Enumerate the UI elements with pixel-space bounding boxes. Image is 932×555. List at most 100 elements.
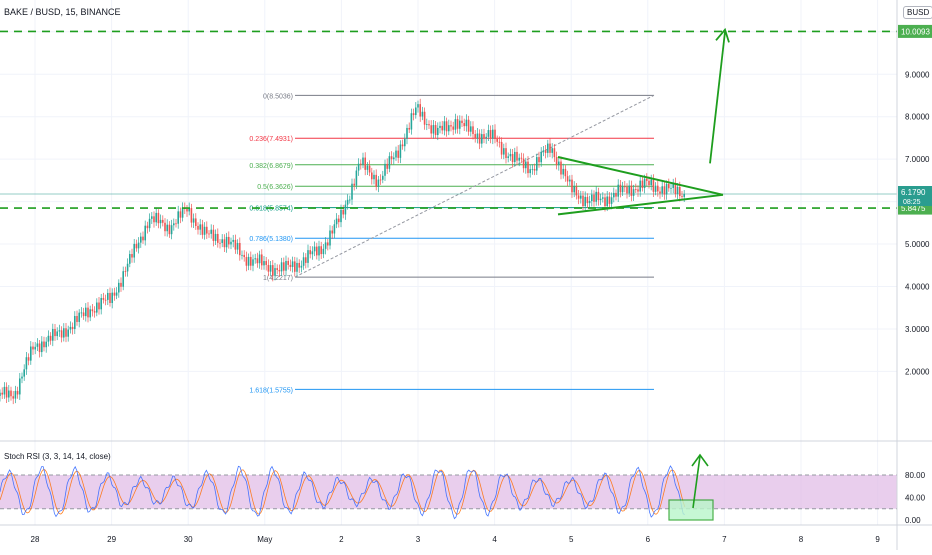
- candle-body: [487, 130, 490, 137]
- candle-body: [617, 184, 619, 197]
- candle-body: [58, 330, 61, 332]
- time-tick-label: 9: [875, 535, 880, 544]
- candle-body: [443, 121, 446, 131]
- candle-body: [562, 168, 564, 175]
- candle-body: [597, 191, 600, 201]
- candle-body: [186, 209, 188, 212]
- rsi-arrow: [692, 455, 701, 509]
- candle-body: [463, 123, 465, 127]
- candle-body: [256, 258, 259, 264]
- candle-body: [21, 376, 23, 379]
- candle-body: [170, 225, 173, 235]
- candle-body: [437, 127, 439, 136]
- candle-body: [483, 134, 485, 139]
- candle-body: [406, 127, 408, 139]
- candle-body: [338, 218, 340, 223]
- candle-body: [582, 195, 584, 207]
- candle-body: [197, 225, 199, 230]
- candle-body: [87, 307, 89, 318]
- candle-body: [456, 119, 459, 129]
- candle-body: [527, 161, 529, 174]
- candle-body: [628, 185, 630, 194]
- level-tags: 10.0093 5.8475 6.1790 08:25: [898, 24, 932, 215]
- candle-body: [342, 209, 344, 215]
- level-tag-label: 5.8475: [901, 204, 926, 213]
- candle-body: [362, 157, 364, 165]
- candle-body: [305, 257, 307, 263]
- candle-body: [278, 269, 281, 272]
- candle-body: [298, 262, 300, 268]
- candle-body: [118, 282, 120, 293]
- candle-body: [115, 292, 118, 296]
- candle-body: [30, 346, 32, 361]
- candle-body: [199, 224, 201, 230]
- candle-body: [368, 165, 371, 173]
- candle-body: [632, 189, 635, 196]
- candle-body: [25, 357, 28, 370]
- candle-body: [615, 192, 617, 197]
- candle-body: [331, 230, 333, 234]
- candle-body: [258, 254, 261, 264]
- candle-body: [540, 151, 542, 163]
- candle-body: [129, 254, 131, 264]
- fib-level-label: 0.236(7.4931): [249, 136, 293, 143]
- candle-body: [181, 207, 184, 218]
- candle-body: [274, 268, 276, 276]
- rsi-tick-label: 80.00: [905, 471, 926, 480]
- candle-body: [555, 157, 558, 166]
- candle-body: [157, 212, 160, 224]
- candle-body: [208, 233, 210, 235]
- time-tick-label: 28: [31, 535, 40, 544]
- candle-body: [131, 254, 133, 258]
- candle-body: [560, 161, 562, 175]
- candle-body: [626, 186, 628, 194]
- rsi-tick-label: 0.00: [905, 516, 921, 525]
- candle-body: [1, 392, 3, 395]
- candle-body: [621, 186, 624, 193]
- candle-body: [3, 386, 6, 395]
- candle-body: [228, 236, 230, 245]
- fib-level-label: 0.786(5.1380): [249, 236, 293, 243]
- candle-body: [630, 185, 633, 196]
- candle-body: [371, 172, 373, 180]
- candle-body: [85, 307, 87, 317]
- candle-body: [45, 341, 47, 348]
- fib-level-label: 0(8.5036): [263, 93, 293, 100]
- candle-body: [375, 174, 377, 187]
- candle-body: [505, 148, 507, 158]
- candle-body: [96, 302, 98, 313]
- currency-badge[interactable]: BUSD: [903, 6, 932, 19]
- candle-body: [580, 195, 582, 199]
- candle-body: [36, 343, 39, 347]
- symbol-label[interactable]: BAKE / BUSD, 15, BINANCE: [4, 7, 121, 17]
- candle-body: [210, 229, 212, 234]
- price-tick-label: 3.0000: [905, 325, 930, 334]
- candle-body: [353, 183, 355, 186]
- candle-body: [573, 186, 575, 193]
- candle-body: [599, 198, 602, 201]
- candle-body: [496, 138, 498, 142]
- price-tick-label: 4.0000: [905, 283, 930, 292]
- current-price-line: [0, 193, 897, 195]
- candle-body: [503, 148, 505, 155]
- candle-body: [525, 161, 527, 169]
- candle-body: [74, 316, 76, 330]
- candle-body: [426, 124, 428, 125]
- candle-body: [254, 258, 256, 260]
- candle-body: [652, 179, 655, 192]
- candle-body: [637, 189, 639, 192]
- candle-body: [113, 292, 116, 296]
- candle-body: [428, 124, 430, 126]
- time-tick-label: 8: [799, 535, 804, 544]
- candle-body: [591, 194, 593, 202]
- candle-body: [472, 126, 474, 135]
- candle-body: [236, 242, 239, 250]
- candle-body: [5, 386, 8, 398]
- candle-body: [219, 242, 221, 244]
- candle-body: [450, 125, 452, 127]
- candle-body: [175, 223, 177, 225]
- candle-body: [179, 211, 182, 218]
- stoch-rsi-label[interactable]: Stoch RSI (3, 3, 14, 14, close): [4, 452, 111, 461]
